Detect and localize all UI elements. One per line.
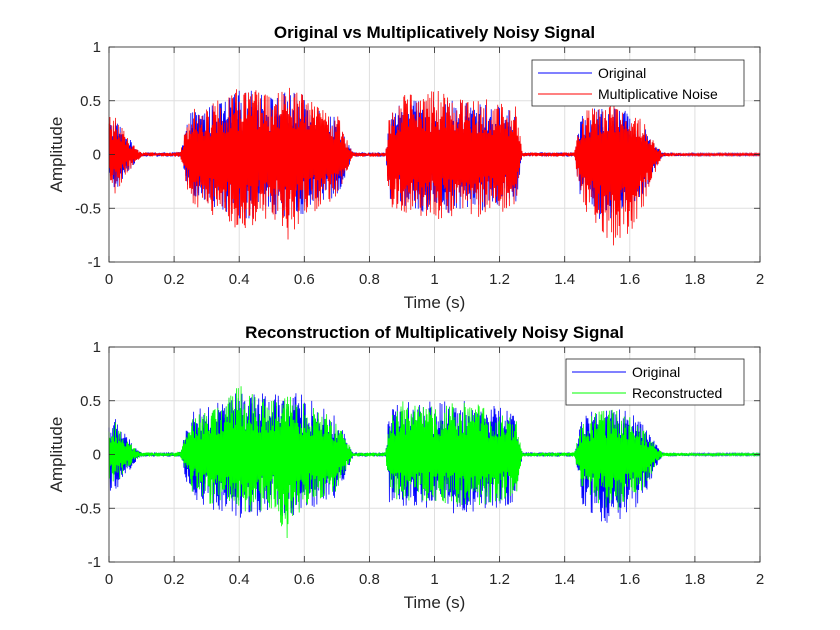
x-tick-label: 1.2 <box>489 571 510 588</box>
legend-box <box>531 59 745 107</box>
x-tick-label: 0.2 <box>164 571 185 588</box>
x-tick-label: 0.6 <box>294 271 315 288</box>
y-tick-label: 1 <box>93 339 101 356</box>
x-tick-label: 1.8 <box>684 571 705 588</box>
y-axis-label: Amplitude <box>47 117 66 193</box>
x-tick-label: 0.4 <box>229 571 250 588</box>
y-tick-label: 0.5 <box>80 393 101 410</box>
series-line-2 <box>108 87 761 246</box>
x-tick-label: 0 <box>105 571 113 588</box>
x-tick-label: 0.4 <box>229 271 250 288</box>
x-axis-label: Time (s) <box>404 293 466 312</box>
y-tick-label: -0.5 <box>75 200 101 217</box>
legend-entry: Original <box>632 364 680 380</box>
legend-entry: Multiplicative Noise <box>598 86 718 102</box>
x-tick-label: 0.2 <box>164 271 185 288</box>
y-tick-label: 0 <box>93 447 101 464</box>
x-tick-label: 1.2 <box>489 271 510 288</box>
y-tick-label: -1 <box>88 554 101 571</box>
x-axis-label: Time (s) <box>404 593 466 612</box>
x-tick-label: 0 <box>105 271 113 288</box>
y-axis-label: Amplitude <box>47 417 66 493</box>
x-tick-label: 2 <box>756 571 764 588</box>
x-tick-label: 2 <box>756 271 764 288</box>
x-tick-label: 1.6 <box>619 571 640 588</box>
chart-title: Original vs Multiplicatively Noisy Signa… <box>274 23 595 42</box>
x-tick-label: 0.8 <box>359 271 380 288</box>
y-tick-label: 0.5 <box>80 93 101 110</box>
series-line-2 <box>108 386 761 539</box>
legend-entry: Reconstructed <box>632 385 722 401</box>
x-tick-label: 0.8 <box>359 571 380 588</box>
chart-title: Reconstruction of Multiplicatively Noisy… <box>245 323 624 342</box>
y-tick-label: 1 <box>93 39 101 56</box>
y-tick-label: -0.5 <box>75 500 101 517</box>
x-tick-label: 1.8 <box>684 271 705 288</box>
axes-bottom: 0 0.2 0.4 0.6 0.8 1 1.2 1.4 1.6 1.8 2 -1 -0.5 0 0.5 1 Re… <box>47 323 764 612</box>
x-tick-label: 1.4 <box>554 271 575 288</box>
legend-box <box>565 358 745 406</box>
x-tick-label: 1 <box>430 271 438 288</box>
x-tick-label: 0.6 <box>294 571 315 588</box>
x-tick-label: 1.6 <box>619 271 640 288</box>
y-tick-label: 0 <box>93 147 101 164</box>
legend-entry: Original <box>598 65 646 81</box>
axes-top: 0 0.2 0.4 0.6 0.8 1 1.2 1.4 1.6 1.8 2 -1 -0.5 0 0.5 1 Or… <box>47 23 764 312</box>
x-tick-label: 1.4 <box>554 571 575 588</box>
y-tick-label: -1 <box>88 254 101 271</box>
x-tick-label: 1 <box>430 571 438 588</box>
